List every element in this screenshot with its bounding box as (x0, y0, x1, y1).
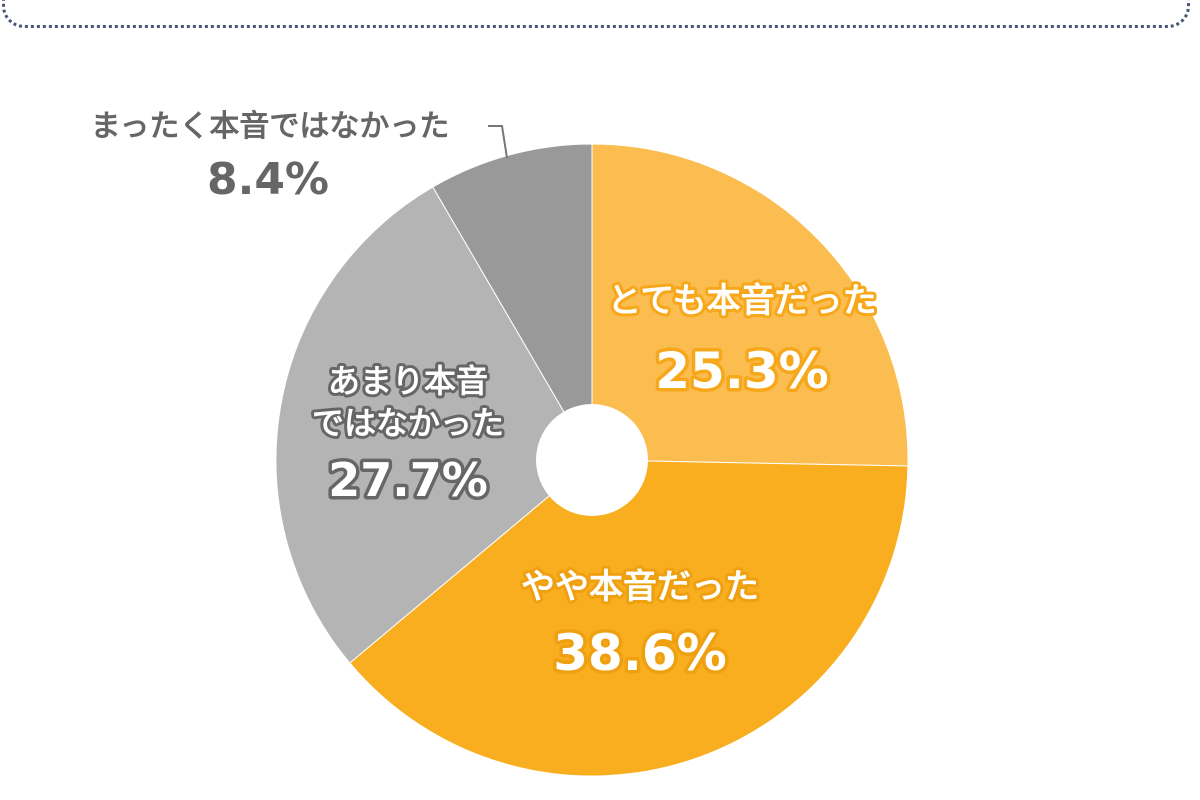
label-value-2: 27.7% (328, 453, 488, 507)
pie-slice-2 (275, 186, 593, 664)
label-category-2a: あまり本音 (328, 362, 488, 400)
donut-hole (536, 404, 648, 516)
label-category-2b: ではなかった (312, 404, 504, 442)
pie-slice-3 (432, 143, 593, 462)
pie-slice-1 (349, 459, 909, 777)
label-category-3: まったく本音ではなかった (91, 109, 450, 144)
label-value-1: 38.6% (553, 624, 726, 682)
label-category-0: とても本音だった (607, 281, 876, 321)
label-value-3: 8.4% (207, 154, 329, 205)
label-category-1: やや本音だった (521, 567, 759, 607)
leader-line (488, 125, 508, 159)
label-value-0: 25.3% (655, 342, 828, 400)
pie-slice-0 (591, 143, 909, 467)
